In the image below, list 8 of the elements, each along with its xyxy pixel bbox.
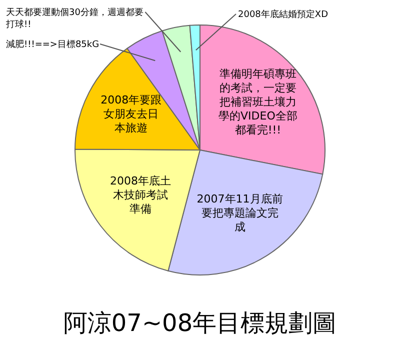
slice-label: 天天都要運動個30分鐘，週週都要打球!! — [5, 7, 144, 30]
slice-label: 2007年11月底前要把專題論文完成 — [196, 192, 283, 234]
slice-label: 2008年底土木技師考試準備 — [110, 174, 171, 216]
slice-label: 2008年要跟女朋友去日本旅遊 — [100, 93, 162, 134]
text: 阿涼07~08年目標規劃圖 — [63, 309, 337, 337]
slice-label: 準備明年碩專班的考試，一定要把補習班土壤力學的VIDEO全部都看完!!! — [218, 67, 298, 136]
slice-label: 2008年底結婚預定XD — [238, 9, 328, 20]
slice-label: 減肥!!!==>目標85kG — [6, 39, 100, 50]
